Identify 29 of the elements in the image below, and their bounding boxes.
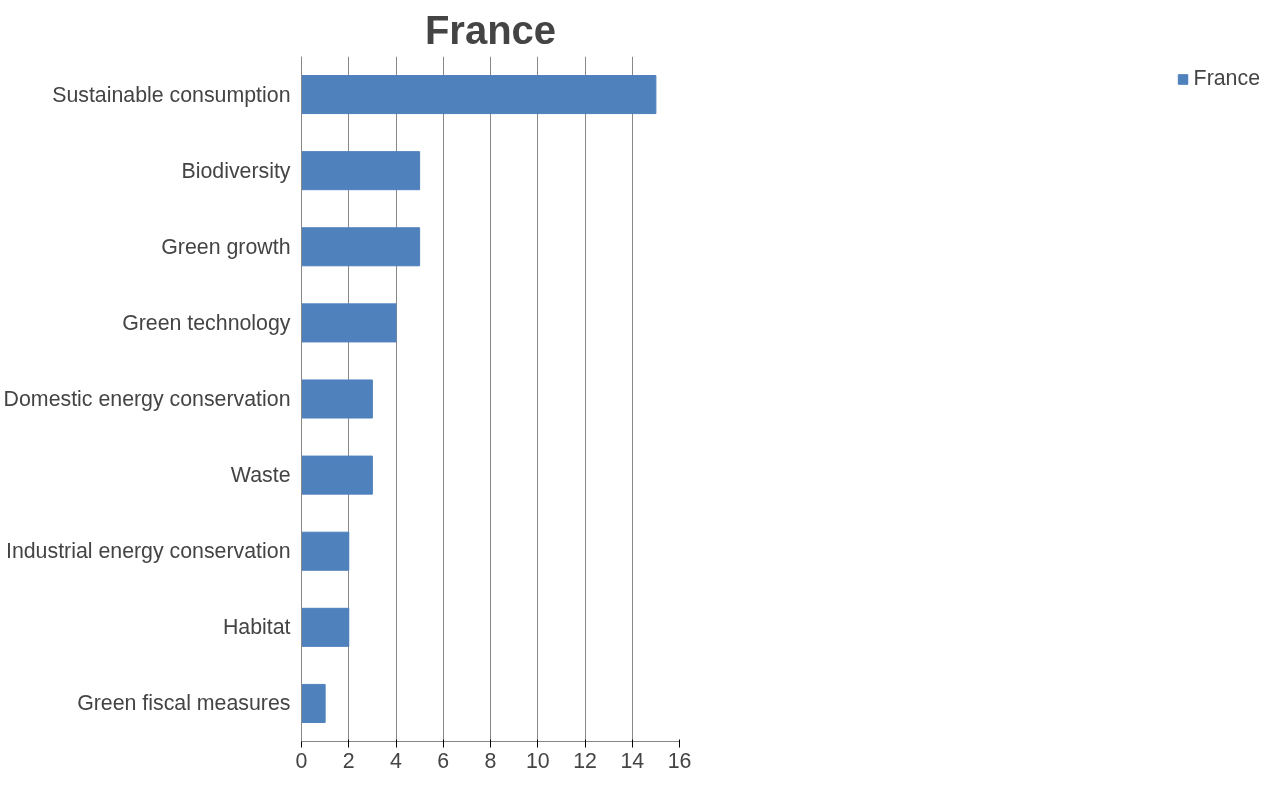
chart-title: France: [424, 7, 557, 52]
bar: [301, 607, 350, 647]
bar: [301, 379, 373, 419]
y-tick-label: Sustainable consumption: [52, 82, 291, 107]
x-tick-label: 16: [667, 748, 692, 773]
x-tick-label: 10: [525, 748, 550, 773]
y-tick-label: Green growth: [161, 234, 291, 259]
bar: [301, 531, 350, 571]
bar: [301, 683, 326, 723]
y-tick-label: Habitat: [222, 615, 291, 640]
bar: [301, 455, 373, 495]
x-tick-label: 0: [295, 748, 308, 773]
y-tick-label: Waste: [230, 463, 291, 488]
x-tick-label: 8: [484, 748, 497, 773]
y-tick-label: Biodiversity: [181, 158, 291, 183]
y-tick-label: Industrial energy conservation: [5, 539, 291, 564]
x-tick-label: 4: [390, 748, 403, 773]
bar: [301, 227, 421, 267]
y-tick-label: Domestic energy conservation: [3, 387, 291, 411]
bar: [301, 303, 397, 343]
legend-label: France: [1193, 66, 1260, 91]
x-tick-label: 2: [342, 748, 355, 773]
bar: [301, 151, 421, 191]
bar: [301, 75, 657, 115]
x-tick-label: 6: [437, 748, 450, 773]
y-tick-label: Green fiscal measures: [77, 691, 291, 716]
x-tick-label: 14: [620, 748, 645, 773]
y-tick-label: Green technology: [122, 310, 291, 335]
x-tick-label: 12: [573, 748, 597, 773]
